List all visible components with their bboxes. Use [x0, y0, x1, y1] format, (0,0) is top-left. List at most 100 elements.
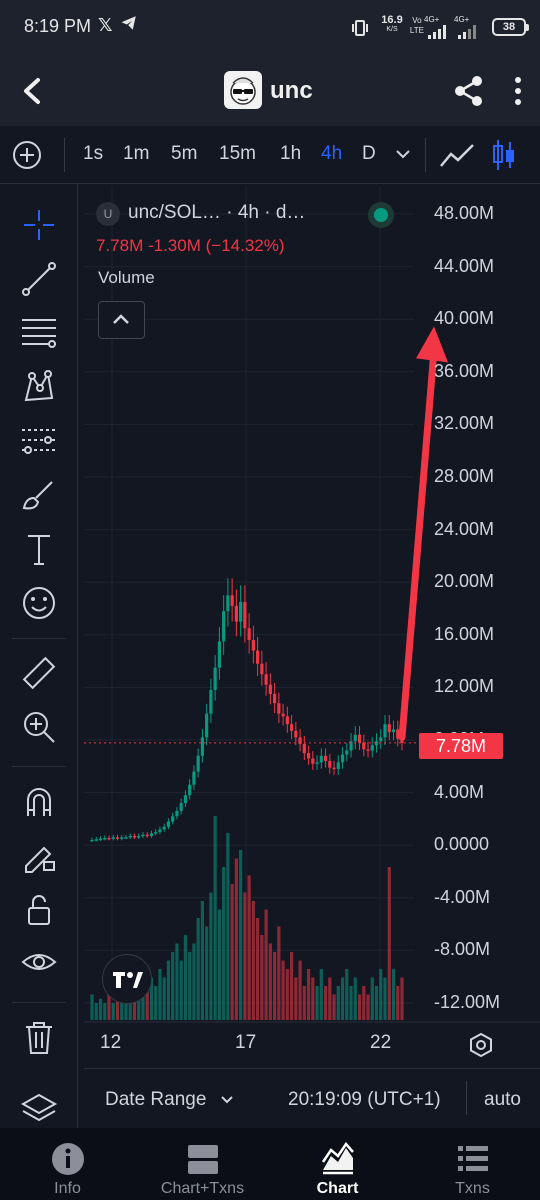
ruler-icon[interactable] — [20, 654, 58, 692]
volume-bar — [285, 969, 289, 1020]
timeframe-1h[interactable]: 1h — [280, 143, 302, 164]
volume-bar — [289, 952, 294, 1020]
y-axis-label: 4.00M — [434, 781, 485, 802]
add-indicator-icon[interactable] — [12, 140, 42, 170]
volume-bar — [379, 969, 383, 1020]
volume-bar — [179, 960, 183, 1020]
volume-bar — [311, 977, 315, 1020]
share-icon[interactable] — [452, 74, 486, 108]
nav-info[interactable]: Info — [0, 1128, 135, 1200]
app-header: unc — [0, 56, 540, 126]
nav-txns[interactable]: Txns — [405, 1128, 540, 1200]
legend-collapse-button[interactable] — [98, 301, 145, 339]
y-axis-label: -4.00M — [434, 886, 491, 907]
nav-chart[interactable]: Chart — [270, 1128, 405, 1200]
timeframe-1s[interactable]: 1s — [83, 143, 104, 164]
candle-body — [277, 703, 281, 714]
candle-body — [90, 839, 94, 842]
layers-icon[interactable] — [20, 1092, 58, 1124]
nav-chart-txns[interactable]: Chart+Txns — [135, 1128, 270, 1200]
timezone-clock[interactable]: 20:19:09 (UTC+1) — [288, 1089, 441, 1110]
candle-body — [94, 839, 98, 841]
volume-bar — [383, 977, 387, 1020]
candle-body — [319, 755, 323, 763]
timeframe-1m[interactable]: 1m — [123, 143, 150, 164]
volume-bar — [154, 986, 158, 1020]
candle-body — [200, 737, 205, 756]
chart-settings-icon[interactable] — [468, 1032, 494, 1058]
price-chart[interactable]: U unc/SOL… · 4h · d… 7.78M -1.30M (−14.3… — [84, 186, 540, 1068]
text-tool-icon[interactable] — [20, 530, 58, 568]
battery-icon: 38 — [492, 18, 529, 36]
timeframe-5m[interactable]: 5m — [171, 143, 198, 164]
annotation-arrow-shaft — [398, 346, 438, 741]
more-vertical-icon[interactable] — [505, 75, 531, 107]
candle-body — [239, 601, 243, 622]
crosshair-icon[interactable] — [20, 206, 58, 244]
candle-body — [379, 737, 383, 742]
candle-body — [213, 667, 217, 691]
brush-icon[interactable] — [20, 476, 58, 514]
volume-bar — [226, 833, 230, 1020]
volume-bar — [115, 998, 120, 1020]
date-range-bar: Date Range 20:19:09 (UTC+1) auto — [84, 1068, 540, 1128]
candle-body — [98, 838, 103, 841]
symbol-label[interactable]: unc/SOL… · 4h · d… — [128, 202, 306, 223]
pattern-icon[interactable] — [20, 368, 58, 406]
volume-bar — [323, 986, 328, 1020]
volume-bar — [175, 943, 179, 1020]
candle-body — [323, 755, 328, 762]
x-logo-icon: 𝕏 — [98, 15, 113, 35]
line-chart-icon[interactable] — [438, 139, 476, 171]
magnet-icon[interactable] — [20, 782, 58, 820]
chevron-down-icon[interactable] — [394, 145, 412, 163]
y-axis-label: 40.00M — [434, 308, 495, 329]
candle-body — [396, 729, 400, 739]
y-axis-label: 12.00M — [434, 676, 495, 697]
volume-label[interactable]: Volume — [98, 268, 155, 287]
candle-body — [370, 745, 374, 751]
candle-body — [162, 826, 166, 830]
candle-body — [141, 834, 145, 837]
volume-bar — [120, 994, 124, 1020]
lock-drawing-icon[interactable] — [20, 836, 58, 874]
back-arrow-icon[interactable] — [18, 76, 46, 106]
timeframe-4h[interactable]: 4h — [321, 143, 343, 164]
volume-bar — [141, 981, 145, 1020]
trash-icon[interactable] — [20, 1018, 58, 1056]
candle-body — [264, 674, 268, 685]
volume-bar — [137, 994, 141, 1020]
fib-retracement-icon[interactable] — [20, 314, 58, 352]
eye-icon[interactable] — [20, 944, 58, 982]
forecast-icon[interactable] — [20, 422, 58, 460]
tradingview-logo[interactable] — [102, 954, 152, 1004]
candle-body — [230, 595, 234, 606]
candle-body — [332, 767, 336, 770]
candle-body — [349, 741, 353, 751]
volume-bar — [332, 994, 336, 1020]
trend-line-icon[interactable] — [20, 260, 58, 298]
candle-body — [183, 795, 188, 804]
candle-body — [298, 737, 302, 744]
y-axis-label: 0.0000 — [434, 834, 490, 855]
price-change-line: 7.78M -1.30M (−14.32%) — [96, 236, 285, 255]
volume-bar — [328, 977, 332, 1020]
unlock-icon[interactable] — [20, 890, 58, 928]
annotation-arrow-head — [416, 326, 448, 363]
candle-body — [132, 835, 137, 838]
volume-bar — [171, 952, 175, 1020]
emoji-icon[interactable] — [20, 584, 58, 622]
timeframe-d[interactable]: D — [362, 143, 376, 164]
timeframe-15m[interactable]: 15m — [219, 143, 256, 164]
chart-canvas[interactable] — [84, 186, 540, 1068]
chevron-down-icon[interactable] — [220, 1093, 234, 1107]
auto-scale-toggle[interactable]: auto — [484, 1089, 521, 1110]
volte-top: Vo — [412, 16, 422, 25]
drawing-tools-rail — [0, 184, 82, 1200]
rail-divider-2 — [12, 766, 66, 767]
date-range-button[interactable]: Date Range — [105, 1089, 207, 1110]
candlestick-icon[interactable] — [490, 138, 518, 172]
zoom-in-icon[interactable] — [20, 708, 58, 746]
candle-body — [226, 595, 230, 612]
y-axis-label: 20.00M — [434, 571, 495, 592]
